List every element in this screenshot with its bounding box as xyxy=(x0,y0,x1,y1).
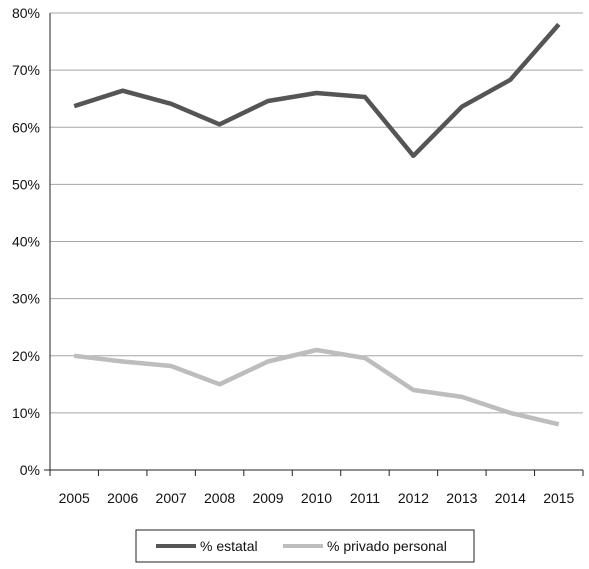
x-tick-label: 2015 xyxy=(543,490,574,506)
legend-label-privado-personal: % privado personal xyxy=(327,538,447,554)
y-tick-label: 80% xyxy=(12,5,40,21)
gridlines xyxy=(50,12,583,414)
x-tick-label: 2009 xyxy=(252,490,283,506)
y-tick-label: 0% xyxy=(20,462,40,478)
x-tick-label: 2007 xyxy=(156,490,187,506)
x-tick-label: 2011 xyxy=(350,490,380,506)
series-lines xyxy=(73,22,561,427)
x-tick-label: 2014 xyxy=(495,490,526,506)
x-tick-label: 2005 xyxy=(59,490,90,506)
y-tick-label: 60% xyxy=(12,119,40,135)
x-tick-label: 2006 xyxy=(107,490,138,506)
y-axis-tick-labels: 0% 10% 20% 30% 40% 50% 60% 70% 80% xyxy=(12,5,40,478)
y-tick-label: 10% xyxy=(12,405,40,421)
y-tick-label: 30% xyxy=(12,291,40,307)
legend: % estatal % privado personal xyxy=(135,529,475,563)
x-axis xyxy=(44,13,584,476)
y-tick-label: 20% xyxy=(12,348,40,364)
series-line-0 xyxy=(73,22,561,159)
legend-label-estatal: % estatal xyxy=(200,538,258,554)
y-tick-label: 50% xyxy=(12,176,40,192)
x-tick-label: 2012 xyxy=(398,490,429,506)
x-tick-label: 2008 xyxy=(204,490,235,506)
y-tick-label: 70% xyxy=(12,62,40,78)
x-axis-tick-labels: 2005 2006 2007 2008 2009 2010 2011 2012 2013 2014… xyxy=(59,490,575,506)
y-tick-label: 40% xyxy=(12,234,40,250)
x-tick-label: 2013 xyxy=(446,490,477,506)
x-tick-label: 2010 xyxy=(301,490,332,506)
